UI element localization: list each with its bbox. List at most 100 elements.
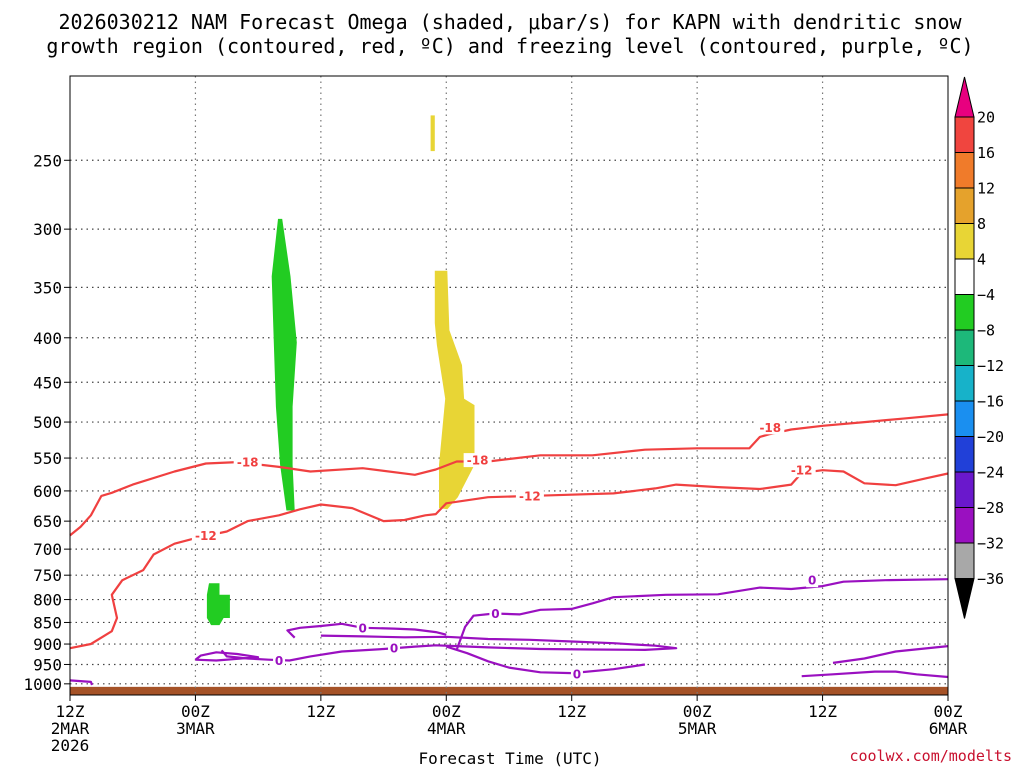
colorbar: 20 16 12 8 4 −4 −8 −12 −16 −20 −24 −28 −32 −36 <box>954 76 1004 619</box>
colorbar-bottom-triangle <box>954 578 975 619</box>
y-tick-label: 400 <box>33 329 62 348</box>
contour-label-bg <box>388 641 401 656</box>
colorbar-label: −36 <box>977 570 1004 588</box>
colorbar-label: 12 <box>977 180 995 198</box>
contour-line <box>445 645 646 675</box>
colorbar-label: −20 <box>977 428 1004 446</box>
colorbar-label: −12 <box>977 357 1004 375</box>
contour-label: -12 <box>519 489 541 503</box>
contour-label: 0 <box>573 667 581 681</box>
contour-lines <box>69 413 949 686</box>
contour-line <box>832 645 949 664</box>
grid-lines <box>69 76 949 695</box>
contour-label-bg <box>463 453 492 468</box>
colorbar-label: −24 <box>977 464 1004 482</box>
contour-label: 0 <box>390 642 398 656</box>
colorbar-bin <box>954 471 975 508</box>
omega-shading <box>206 115 475 626</box>
contour-label-bg <box>356 620 369 635</box>
colorbar-bin <box>954 223 975 260</box>
colorbar-bin <box>954 294 975 331</box>
y-tick-label: 250 <box>33 151 62 170</box>
contour-label: -18 <box>467 454 489 468</box>
x-tick-label: 12Z <box>56 702 85 721</box>
contour-line <box>286 622 447 639</box>
colorbar-label: −28 <box>977 499 1004 517</box>
contour-label: -12 <box>791 464 813 478</box>
colorbar-label: 8 <box>977 215 986 233</box>
x-tick-label: 6MAR <box>929 719 968 738</box>
omega-region <box>430 115 435 152</box>
y-tick-label: 550 <box>33 449 62 468</box>
plot-frame <box>69 75 949 696</box>
colorbar-label: −16 <box>977 393 1004 411</box>
x-tick-label: 12Z <box>808 702 837 721</box>
x-tick-label: 12Z <box>557 702 586 721</box>
contour-label-bg <box>756 420 785 435</box>
contour-line <box>69 413 949 537</box>
omega-region <box>206 583 230 626</box>
x-tick-label: 00Z <box>432 702 461 721</box>
chart-title-line-1: 2026030212 NAM Forecast Omega (shaded, μ… <box>58 10 962 34</box>
colorbar-label: 20 <box>977 109 995 127</box>
x-tick-label: 4MAR <box>427 719 466 738</box>
colorbar-bin <box>954 258 975 295</box>
colorbar-label: −32 <box>977 535 1004 553</box>
contour-label-bg <box>233 455 262 470</box>
x-tick-label: 3MAR <box>176 719 215 738</box>
colorbar-label: −8 <box>977 322 995 340</box>
x-axis-label: Forecast Time (UTC) <box>418 749 601 768</box>
colorbar-label: −4 <box>977 286 995 304</box>
y-tick-label: 1000 <box>23 675 62 694</box>
contour-label-bg <box>806 573 819 588</box>
terrain-layer <box>70 686 948 695</box>
colorbar-bin <box>954 116 975 153</box>
contour-label-bg <box>787 463 816 478</box>
y-tick-label: 600 <box>33 482 62 501</box>
y-tick-label: 850 <box>33 613 62 632</box>
colorbar-bin <box>954 542 975 579</box>
x-tick-label: 00Z <box>181 702 210 721</box>
x-tick-label: 00Z <box>934 702 963 721</box>
contour-label: 0 <box>808 574 816 588</box>
contour-label: 0 <box>358 621 366 635</box>
contour-line <box>194 651 260 662</box>
credit-text: coolwx.com/modelts <box>849 747 1012 765</box>
colorbar-bin <box>954 365 975 402</box>
colorbar-bin <box>954 329 975 366</box>
contour-line <box>220 634 678 662</box>
y-axis-ticks: 250 300 350 400 450 500 550 600 650 700 750 800 850 9… <box>23 151 70 694</box>
contour-label: 0 <box>275 654 283 668</box>
contour-line <box>69 469 949 650</box>
y-tick-label: 650 <box>33 512 62 531</box>
y-tick-label: 950 <box>33 655 62 674</box>
omega-region <box>434 270 475 510</box>
contour-label: -12 <box>195 529 217 543</box>
y-tick-label: 300 <box>33 220 62 239</box>
contour-line <box>455 578 949 651</box>
y-tick-label: 750 <box>33 566 62 585</box>
colorbar-bin <box>954 436 975 473</box>
terrain-fill <box>70 686 948 695</box>
contour-labels: -18 -18 -18 -12 -12 -12 0 0 0 0 0 0 <box>191 420 819 681</box>
colorbar-top-triangle <box>954 76 975 118</box>
contour-line <box>801 670 949 679</box>
contour-label: 0 <box>491 607 499 621</box>
colorbar-label: 4 <box>977 251 986 269</box>
contour-line <box>69 679 94 686</box>
x-tick-label: 5MAR <box>678 719 717 738</box>
contour-label: -18 <box>237 456 259 470</box>
contour-label-bg <box>273 653 286 668</box>
colorbar-bin <box>954 152 975 189</box>
contour-label: -18 <box>759 421 781 435</box>
contour-label-bg <box>489 606 502 621</box>
y-tick-label: 350 <box>33 278 62 297</box>
x-tick-label: 2026 <box>51 736 90 755</box>
y-tick-label: 700 <box>33 540 62 559</box>
chart-title-line-2: growth region (contoured, red, ºC) and f… <box>46 34 973 58</box>
colorbar-bin <box>954 187 975 224</box>
x-tick-label: 12Z <box>306 702 335 721</box>
colorbar-label: 16 <box>977 144 995 162</box>
